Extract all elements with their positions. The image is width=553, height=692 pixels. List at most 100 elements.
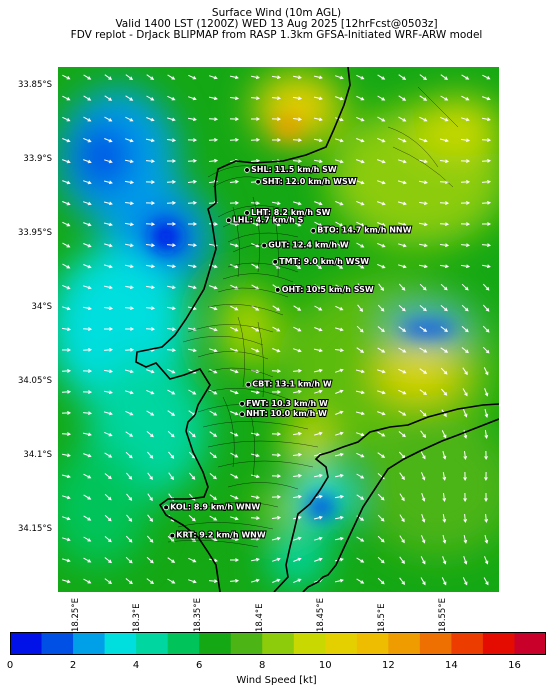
wind-vector	[103, 347, 114, 352]
wind-vector	[62, 306, 71, 311]
wind-vector	[399, 514, 405, 523]
wind-vector	[83, 74, 92, 80]
wind-vector	[62, 516, 71, 521]
wind-vector	[377, 369, 386, 374]
wind-vector	[314, 389, 323, 394]
wind-vector	[460, 243, 471, 248]
wind-vector	[103, 306, 114, 311]
wind-vector	[104, 243, 113, 248]
wind-vector	[83, 557, 92, 563]
wind-vector	[61, 474, 71, 479]
station-tmt[interactable]: TMT: 9.0 km/h WSW	[272, 256, 370, 267]
wind-vector	[103, 180, 113, 185]
wind-vector	[230, 431, 239, 437]
wind-vector	[125, 327, 135, 331]
wind-vector	[377, 116, 386, 122]
colorbar-segment	[293, 632, 326, 655]
wind-vector	[271, 180, 282, 184]
wind-vector	[463, 556, 468, 565]
wind-map[interactable]: SHL: 11.5 km/h SW SHT: 12.0 km/h WSW LHT: …	[58, 67, 499, 592]
wind-vector	[419, 95, 428, 101]
wind-vector	[82, 348, 93, 352]
lat-tick-label: 33.9°S	[23, 153, 52, 164]
wind-vector	[250, 96, 261, 101]
station-label: NHT: 10.0 km/h W	[246, 409, 327, 418]
wind-vector	[461, 326, 469, 333]
wind-vector	[61, 390, 72, 394]
wind-vector	[356, 95, 365, 101]
station-shl[interactable]: SHL: 11.5 km/h SW	[244, 164, 338, 175]
wind-vector	[272, 411, 282, 415]
wind-vector	[125, 535, 133, 543]
wind-vector	[335, 263, 344, 269]
colorbar-tick-label: 0	[6, 660, 14, 671]
wind-vector	[377, 222, 386, 227]
wind-vector	[314, 242, 323, 248]
wind-vector	[167, 389, 176, 395]
wind-vector	[377, 201, 386, 206]
station-sht[interactable]: SHT: 12.0 km/h WSW	[255, 176, 358, 187]
wind-vector	[126, 472, 133, 480]
colorbar-segment	[325, 632, 358, 655]
wind-vector	[208, 96, 218, 101]
wind-vector	[250, 138, 261, 142]
wind-vector	[250, 474, 260, 479]
station-nht[interactable]: NHT: 10.0 km/h W	[239, 408, 328, 419]
wind-vector	[230, 326, 239, 332]
wind-vector	[83, 494, 92, 500]
wind-vector	[188, 96, 197, 101]
wind-vector	[62, 579, 71, 584]
wind-vector	[166, 327, 177, 332]
station-fwt[interactable]: FWT: 10.3 km/h W	[239, 398, 329, 409]
wind-vector	[124, 201, 135, 206]
station-lhl[interactable]: LHL: 4.7 km/h S	[225, 214, 305, 225]
wind-vector	[293, 75, 302, 80]
wind-vector	[377, 390, 386, 395]
wind-vector	[146, 410, 155, 416]
wind-vector	[313, 348, 323, 353]
wind-vector	[62, 537, 71, 542]
wind-vector	[439, 243, 450, 248]
wind-vector	[103, 201, 113, 206]
wind-vector	[124, 348, 135, 352]
wind-vector	[208, 138, 219, 142]
wind-vector	[250, 432, 260, 437]
wind-vector	[355, 411, 365, 416]
station-lht[interactable]: LHT: 8.2 km/h SW	[244, 207, 332, 218]
wind-vector	[399, 556, 405, 565]
wind-vector	[293, 242, 302, 248]
wind-vector	[314, 410, 323, 415]
station-label: GUT: 12.4 km/h W	[268, 241, 349, 250]
station-label: LHT: 8.2 km/h SW	[251, 208, 331, 217]
wind-vector	[481, 138, 492, 142]
wind-vector	[187, 285, 197, 290]
station-oht[interactable]: OHT: 10.5 km/h SSW	[274, 284, 375, 295]
wind-vector	[209, 431, 218, 437]
wind-vector	[377, 74, 386, 80]
wind-vector	[439, 201, 450, 205]
station-dot	[244, 210, 250, 216]
wind-vector	[187, 179, 198, 184]
wind-vector	[167, 74, 176, 80]
station-bto[interactable]: BTO: 14.7 km/h NNW	[310, 225, 413, 236]
wind-vector	[460, 264, 471, 269]
wind-vector	[399, 535, 405, 544]
wind-vector	[230, 558, 240, 562]
wind-vector	[418, 243, 428, 248]
wind-vector	[293, 201, 302, 206]
wind-vector	[314, 201, 323, 206]
wind-vector	[124, 264, 134, 269]
station-kol[interactable]: KOL: 8.9 km/h WNW	[163, 501, 261, 512]
wind-vector	[419, 138, 428, 143]
station-krt[interactable]: KRT: 9.2 km/h WNW	[169, 530, 267, 541]
wind-vector	[104, 138, 113, 143]
colorbar-segment	[136, 632, 169, 655]
station-cbt[interactable]: CBT: 13.1 km/h W	[245, 379, 333, 390]
lon-tick-label: 18.3°E	[131, 603, 142, 632]
wind-vector	[481, 117, 491, 122]
wind-vector	[335, 368, 344, 373]
wind-vector	[481, 179, 492, 184]
wind-vector	[463, 471, 467, 482]
station-gut[interactable]: GUT: 12.4 km/h W	[261, 240, 350, 251]
wind-vector	[83, 159, 92, 164]
